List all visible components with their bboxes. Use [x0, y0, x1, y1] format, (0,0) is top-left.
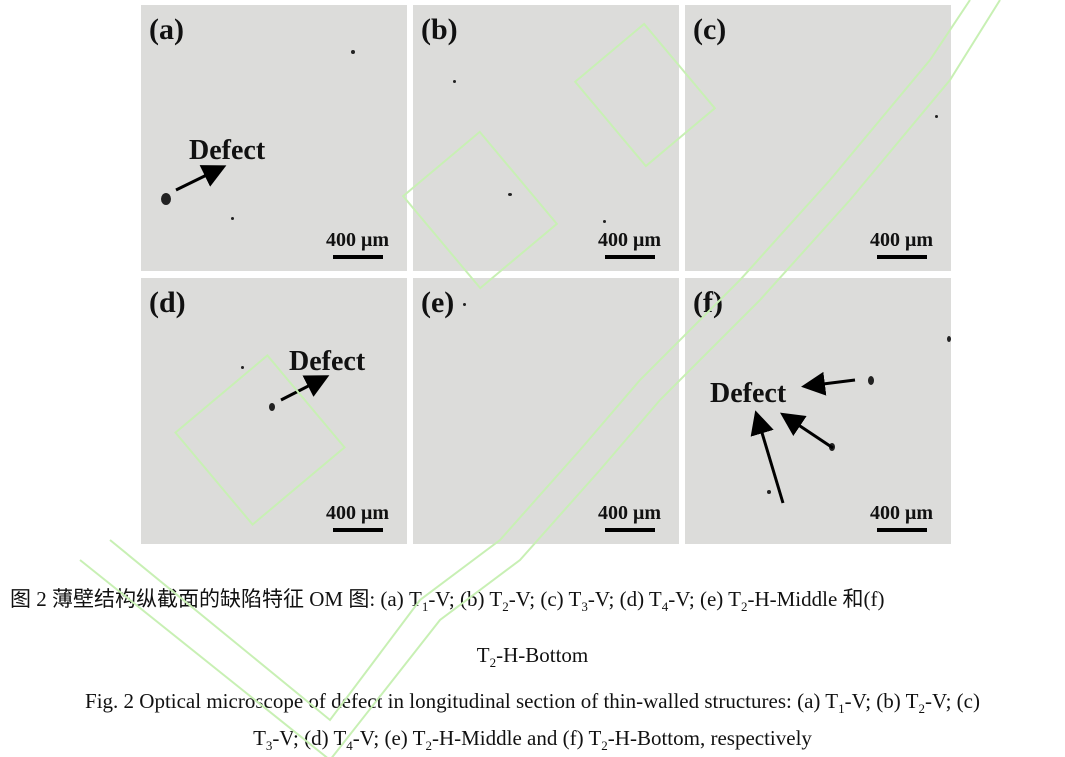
arrow	[801, 371, 856, 396]
caption-text: -V; (b) T	[844, 689, 919, 713]
caption-text: T	[476, 643, 490, 667]
defect-spot	[603, 220, 606, 223]
scale-label: 400 μm	[598, 502, 661, 524]
caption-en-line1: Fig. 2 Optical microscope of defect in l…	[0, 689, 1065, 717]
scale-label: 400 μm	[870, 229, 933, 251]
caption-text: -V; (d) T	[272, 726, 347, 750]
caption-en-line2: T3-V; (d) T4-V; (e) T2-H-Middle and (f) …	[0, 726, 1065, 754]
micrograph-panel-c: (c) 400 μm	[685, 5, 951, 271]
caption-text: -V; (c) T	[508, 587, 582, 611]
defect-arrows	[750, 371, 856, 504]
defect-spot	[453, 80, 456, 83]
scale-bar-line	[876, 255, 927, 259]
defect-spot	[508, 193, 512, 196]
scale-bar: 400 μm	[598, 229, 661, 259]
scale-bar: 400 μm	[870, 229, 933, 259]
scale-bar-line	[604, 528, 655, 532]
caption-text: -V; (e) T	[352, 726, 426, 750]
defect-spot	[935, 115, 938, 118]
caption-text: Fig. 2 Optical microscope of defect in l…	[85, 689, 839, 713]
arrow	[780, 412, 834, 450]
defect-spot	[463, 303, 466, 306]
caption-text: -H-Middle 和(f)	[747, 587, 885, 611]
caption-text: -V; (d) T	[587, 587, 662, 611]
caption-text: -H-Bottom	[496, 643, 589, 667]
caption-text: -V; (c)	[924, 689, 980, 713]
micrograph-panel-d: (d) 400 μm Defect	[141, 278, 407, 544]
arrow	[750, 410, 785, 504]
scale-bar-line	[604, 255, 655, 259]
caption-text: -H-Bottom, respectively	[607, 726, 812, 750]
panel-label: (c)	[693, 13, 727, 46]
panel-label: (b)	[421, 13, 458, 46]
caption-text: -V; (e) T	[668, 587, 741, 611]
defect-arrows	[175, 165, 227, 192]
caption-text: T	[253, 726, 266, 750]
micrograph-panel-e: (e) 400 μm	[413, 278, 679, 544]
caption-text: -V; (b) T	[428, 587, 503, 611]
caption-text: -H-Middle and (f) T	[431, 726, 602, 750]
arrow	[280, 375, 330, 402]
panel-label: (e)	[421, 286, 455, 319]
caption-cn-line1: 图 2 薄壁结构纵截面的缺陷特征 OM 图: (a) T1-V; (b) T2-…	[10, 583, 885, 615]
scale-label: 400 μm	[598, 229, 661, 251]
defect-arrows	[280, 375, 330, 402]
micrograph-panel-f: (f) 400 μm Defect	[685, 278, 951, 544]
arrow	[175, 165, 227, 192]
scale-bar: 400 μm	[598, 502, 661, 532]
micrograph-panel-a: (a) 400 μm Defect	[141, 5, 407, 271]
micrograph-panel-b: (b) 400 μm	[413, 5, 679, 271]
caption-text: 图 2 薄壁结构纵截面的缺陷特征 OM 图: (a) T	[10, 587, 422, 611]
caption-cn-line2: T2-H-Bottom	[0, 643, 1065, 671]
